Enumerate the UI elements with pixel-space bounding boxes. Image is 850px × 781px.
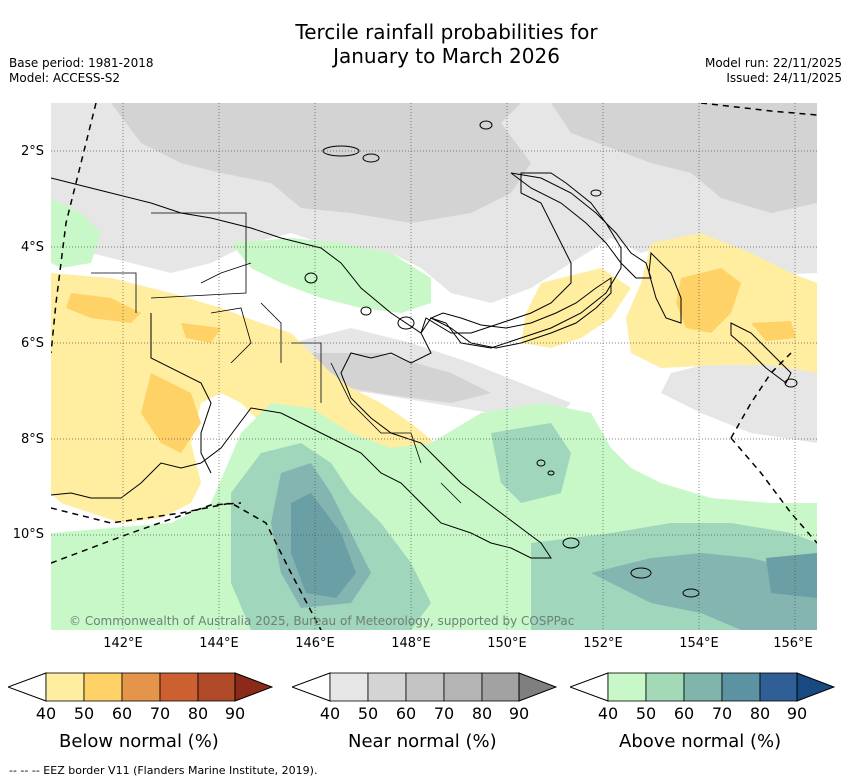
colorbar-swatch [481, 672, 520, 702]
below-normal-50-west-a [66, 293, 141, 323]
above-normal-40-north [231, 238, 431, 313]
colorbar-below-normal: 40 50 60 70 80 90 Below normal (%) [8, 672, 273, 762]
colorbar-tick: 70 [711, 704, 733, 723]
colorbar-tick: 60 [395, 704, 417, 723]
base-period-text: Base period: 1981-2018 [9, 56, 154, 70]
colorbar-swatch [683, 672, 723, 702]
colorbar-swatch [159, 672, 199, 702]
copyright-notice: © Commonwealth of Australia 2025, Bureau… [69, 614, 575, 628]
lat-label: 6°S [20, 336, 44, 351]
colorbar-tick: 50 [73, 704, 95, 723]
lon-label: 146°E [295, 636, 335, 651]
colorbar-swatch [721, 672, 761, 702]
above-normal-70-a [291, 493, 356, 598]
colorbar-tick: 40 [35, 704, 57, 723]
colorbar-white-extend [570, 672, 609, 702]
solomons [730, 322, 792, 384]
below-normal-40-mid [521, 268, 631, 348]
lon-label: 154°E [679, 636, 719, 651]
colorbar-tick: 90 [224, 704, 246, 723]
colorbar-white-extend [292, 672, 331, 702]
lon-label: 150°E [487, 636, 527, 651]
colorbar-tick: 50 [357, 704, 379, 723]
colorbar-tick: 60 [673, 704, 695, 723]
lat-label: 4°S [20, 240, 44, 255]
eez-footnote: -- -- -- EEZ border V11 (Flanders Marine… [9, 764, 318, 777]
colorbar-near-swatches [292, 672, 557, 702]
colorbar-tick: 40 [597, 704, 619, 723]
near-normal-50-a [111, 103, 531, 223]
colorbar-swatch [121, 672, 161, 702]
colorbar-swatch [759, 672, 798, 702]
below-normal-50-east-b [751, 321, 796, 341]
near-normal-50-b [551, 103, 817, 213]
new-ireland [510, 172, 652, 279]
colorbar-swatch [83, 672, 123, 702]
issued-text: Issued: 24/11/2025 [726, 71, 842, 85]
colorbar-tick: 70 [149, 704, 171, 723]
new-britain [429, 277, 612, 349]
lat-label: 2°S [20, 144, 44, 159]
below-normal-50-east [676, 268, 741, 333]
colorbar-swatch [45, 672, 85, 702]
colorbar-title: Below normal (%) [59, 731, 219, 752]
title-line-2: January to March 2026 [333, 44, 560, 68]
meta-left: Base period: 1981-2018 Model: ACCESS-S2 [9, 56, 154, 86]
above-normal-40-west [51, 198, 101, 268]
colorbar-below-swatches [8, 672, 273, 702]
colorbar-near-normal: 40 50 60 70 80 90 Near normal (%) [292, 672, 557, 762]
below-normal-50-west-c [181, 323, 221, 343]
graticule [51, 103, 817, 630]
colorbar-extend-arrow [518, 672, 557, 702]
lon-label: 148°E [391, 636, 431, 651]
colorbar-white-extend [8, 672, 47, 702]
colorbar-tick: 90 [508, 704, 530, 723]
colorbar-tick: 90 [786, 704, 808, 723]
lat-label: 10°S [12, 527, 44, 542]
colorbar-tick: 50 [635, 704, 657, 723]
above-normal-70-b [766, 553, 817, 598]
model-run-text: Model run: 22/11/2025 [704, 56, 842, 70]
near-normal-40-east [661, 353, 817, 443]
model-text: Model: ACCESS-S2 [9, 71, 121, 85]
colorbar-above-swatches [570, 672, 835, 702]
colorbar-swatch [197, 672, 236, 702]
colorbar-tick: 70 [433, 704, 455, 723]
colorbar-extend-arrow [796, 672, 835, 702]
colorbar-extend-arrow [234, 672, 273, 702]
colorbar-tick: 40 [319, 704, 341, 723]
forecast-map [51, 103, 817, 630]
colorbar-swatch [329, 672, 369, 702]
colorbar-tick: 60 [111, 704, 133, 723]
colorbar-tick: 80 [471, 704, 493, 723]
colorbar-swatch [405, 672, 445, 702]
colorbar-tick: 80 [749, 704, 771, 723]
lon-label: 144°E [199, 636, 239, 651]
near-normal-50-central [291, 353, 491, 403]
colorbar-above-normal: 40 50 60 70 80 90 Above normal (%) [570, 672, 835, 762]
colorbar-tick: 80 [187, 704, 209, 723]
colorbar-swatch [645, 672, 685, 702]
eez-border [51, 103, 817, 630]
meta-right: Model run: 22/11/2025 Issued: 24/11/2025 [705, 56, 842, 86]
colorbar-title: Above normal (%) [619, 731, 782, 752]
lon-label: 142°E [103, 636, 143, 651]
map-canvas [51, 103, 817, 630]
map-title: Tercile rainfall probabilities for Janua… [0, 20, 850, 68]
png-mainland [51, 172, 622, 559]
bougainville [648, 251, 682, 324]
lat-label: 8°S [20, 432, 44, 447]
above-normal-60-b [591, 553, 817, 630]
lon-label: 156°E [773, 636, 813, 651]
above-normal-50-b [491, 423, 571, 503]
colorbar-swatch [367, 672, 407, 702]
colorbar-swatch [443, 672, 483, 702]
lon-label: 152°E [583, 636, 623, 651]
below-normal-50-west-b [141, 373, 201, 453]
png-border [150, 313, 212, 474]
colorbar-swatch [607, 672, 647, 702]
colorbar-title: Near normal (%) [348, 731, 497, 752]
title-line-1: Tercile rainfall probabilities for [295, 20, 598, 44]
